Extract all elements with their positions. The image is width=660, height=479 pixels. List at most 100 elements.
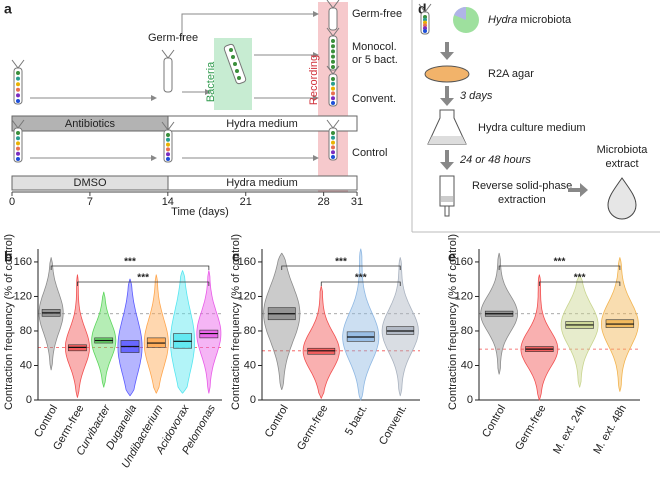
petri-dish — [424, 65, 470, 83]
significance-bracket — [281, 265, 401, 270]
y-axis-title: Contraction frequency (% of control) — [3, 234, 15, 410]
hydra-tentacles — [161, 49, 175, 59]
bacterium — [331, 77, 335, 81]
y-tick-label: 160 — [14, 256, 32, 268]
bacterium — [331, 131, 335, 135]
bacterium — [331, 39, 335, 43]
y-axis-title: Contraction frequency (% of control) — [447, 234, 459, 410]
panel-label: e — [448, 249, 456, 265]
down-arrow — [440, 42, 454, 60]
violin — [560, 274, 599, 388]
bacterium — [16, 151, 20, 156]
drop — [607, 177, 637, 220]
bar-label: Hydra medium — [226, 118, 298, 130]
significance-bracket — [498, 265, 621, 270]
y-tick-label: 120 — [455, 290, 473, 302]
step-label: Hydra culture medium — [478, 122, 586, 134]
y-tick-label: 0 — [26, 394, 32, 406]
bacterium — [166, 147, 170, 152]
bacterium — [331, 96, 335, 101]
bacterium — [331, 91, 335, 96]
bacterium — [16, 76, 20, 81]
axis-title: Time (days) — [171, 206, 229, 218]
violin — [143, 274, 169, 394]
time-tick-label: 0 — [9, 196, 15, 208]
bacterium — [16, 87, 20, 92]
bacterium — [331, 54, 335, 59]
bacterium — [16, 93, 20, 98]
x-tick-label: Germ-free — [295, 403, 330, 452]
y-tick-label: 40 — [20, 359, 32, 371]
bacterium — [166, 157, 170, 161]
bacterium — [166, 137, 170, 142]
significance-label: *** — [355, 273, 367, 284]
bacterium — [331, 59, 335, 64]
syringe-tip — [444, 206, 450, 217]
step-label: Microbiota — [597, 144, 649, 156]
violin — [263, 252, 301, 390]
medium-bar — [167, 175, 358, 191]
violin — [342, 248, 380, 401]
right-arrow — [568, 183, 588, 197]
significance-bracket — [538, 281, 621, 286]
step-label: 3 days — [460, 90, 493, 102]
bacterium — [331, 155, 335, 159]
significance-label: *** — [124, 257, 136, 268]
arrow — [181, 11, 319, 40]
group-label: or 5 bact. — [352, 54, 398, 66]
y-tick-label: 80 — [20, 325, 32, 337]
down-arrow — [440, 86, 454, 106]
bacterium — [235, 69, 239, 73]
bacterium — [16, 157, 20, 161]
bacterium — [237, 76, 241, 80]
y-axis-title: Contraction frequency (% of control) — [230, 234, 242, 410]
band-label: Recording — [308, 55, 320, 105]
significance-label: *** — [137, 273, 149, 284]
y-tick-label: 40 — [244, 359, 256, 371]
bacterium — [331, 81, 335, 86]
bacterium — [16, 141, 20, 146]
bacterium — [423, 15, 427, 19]
panel-d: d Hydra microbiota R2A agar 3 days Hydra… — [411, 0, 660, 233]
time-tick-label: 14 — [162, 196, 174, 208]
hydra-body — [328, 7, 338, 31]
down-arrow — [440, 150, 454, 170]
violin — [170, 270, 196, 394]
medium-bar — [167, 115, 358, 132]
band-label: Bacteria — [205, 61, 217, 102]
violin — [520, 274, 559, 401]
step-label: extraction — [498, 194, 546, 206]
bacterium — [231, 55, 235, 59]
group-label: Germ-free — [148, 32, 198, 44]
x-tick-label: Control — [263, 403, 291, 440]
bacterium — [331, 44, 335, 49]
bacterium — [331, 135, 335, 140]
bacterium — [16, 71, 20, 75]
bacterium — [331, 101, 335, 105]
bacterium — [331, 49, 335, 54]
italic-text: Hydra — [488, 14, 517, 26]
violin — [302, 285, 340, 399]
x-tick-label: Germ-free — [513, 403, 548, 452]
bacterium — [16, 146, 20, 151]
bacterium — [166, 133, 170, 137]
group-label: Germ-free — [352, 8, 402, 20]
bacterium — [16, 82, 20, 87]
bacterium — [423, 20, 427, 25]
step-label: R2A agar — [488, 68, 534, 80]
bacterium — [16, 136, 20, 141]
group-label: Convent. — [352, 93, 396, 105]
y-tick-label: 120 — [14, 290, 32, 302]
group-label: Control — [352, 147, 387, 159]
x-tick-label: Control — [480, 403, 508, 440]
bacterium — [233, 62, 237, 66]
bacterium — [16, 131, 20, 135]
hydra-body — [163, 57, 173, 93]
time-tick-label: 28 — [318, 196, 330, 208]
syringe-bed — [441, 196, 453, 202]
violin — [117, 278, 143, 397]
x-tick-label: 5 bact. — [343, 403, 370, 438]
y-tick-label: 160 — [238, 256, 256, 268]
